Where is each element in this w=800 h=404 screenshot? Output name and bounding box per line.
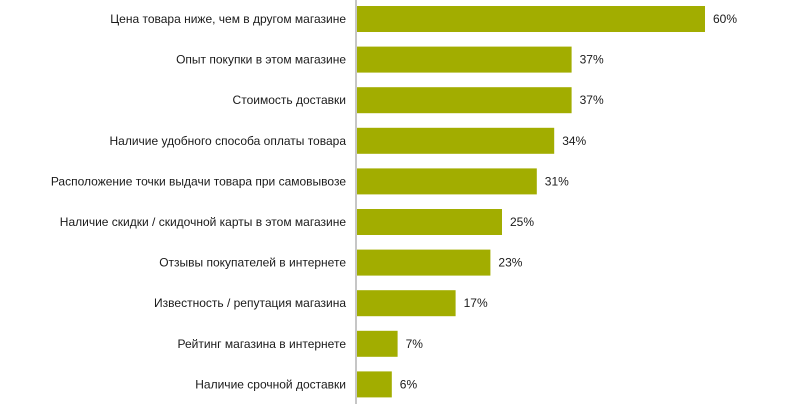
value-label-8: 17% (464, 296, 488, 310)
bar-8 (357, 290, 456, 317)
value-label-9: 7% (406, 337, 424, 351)
category-label-5: Расположение точки выдачи товара при сам… (51, 174, 346, 188)
bar-3 (357, 87, 572, 114)
category-label-3: Стоимость доставки (233, 93, 346, 107)
value-label-7: 23% (498, 256, 522, 270)
value-label-1: 60% (713, 12, 737, 26)
value-label-3: 37% (580, 93, 604, 107)
category-label-6: Наличие скидки / скидочной карты в этом … (60, 215, 347, 229)
bar-10 (357, 371, 392, 398)
category-label-2: Опыт покупки в этом магазине (176, 53, 346, 67)
category-label-9: Рейтинг магазина в интернете (178, 337, 347, 351)
value-label-2: 37% (580, 53, 604, 67)
value-label-6: 25% (510, 215, 534, 229)
category-label-4: Наличие удобного способа оплаты товара (109, 134, 346, 148)
value-label-5: 31% (545, 174, 569, 188)
category-label-7: Отзывы покупателей в интернете (159, 256, 346, 270)
bar-6 (357, 209, 502, 235)
bars-group: Цена товара ниже, чем в другом магазине 6… (51, 6, 737, 398)
value-label-4: 34% (562, 134, 586, 148)
bar-5 (357, 168, 537, 195)
bar-4 (357, 127, 555, 154)
value-label-10: 6% (400, 377, 418, 391)
category-label-10: Наличие срочной доставки (195, 377, 346, 391)
bar-1 (357, 6, 705, 32)
bar-9 (357, 330, 398, 357)
category-label-8: Известность / репутация магазина (154, 296, 346, 310)
bar-2 (357, 46, 572, 73)
category-label-1: Цена товара ниже, чем в другом магазине (110, 12, 346, 26)
bar-7 (357, 249, 491, 276)
